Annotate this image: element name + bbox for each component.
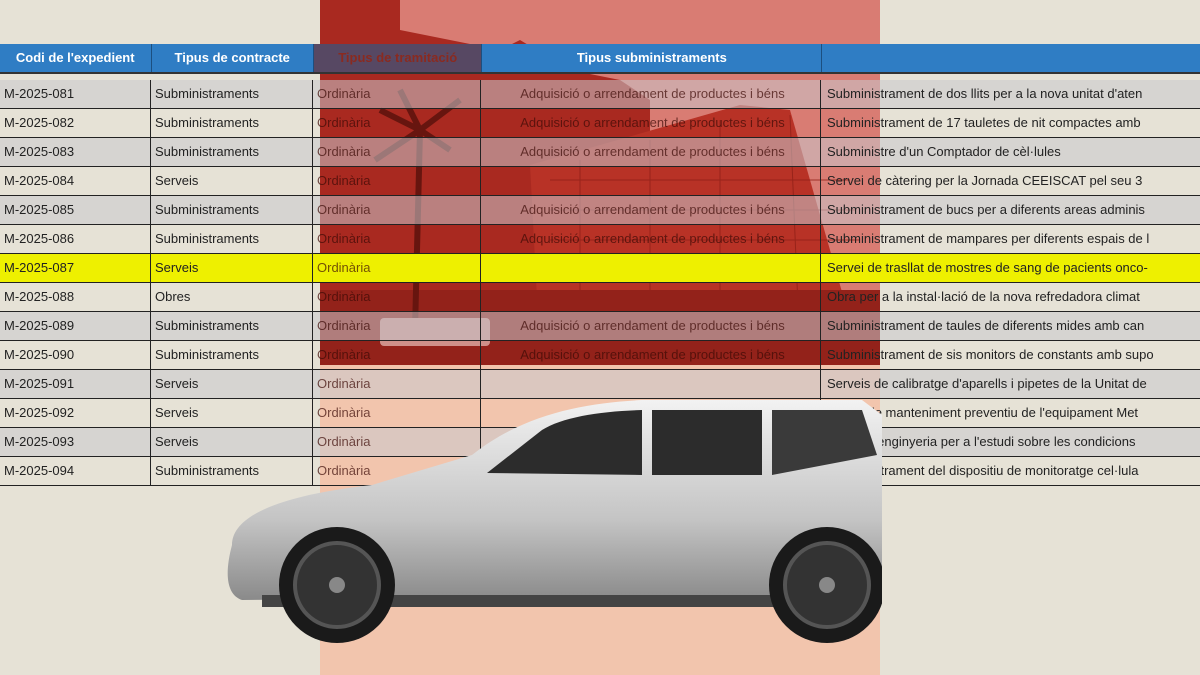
car-image — [227, 400, 882, 643]
table-cell: Subministrament del dispositiu de monito… — [827, 463, 1139, 478]
table-row: M-2025-081 Subministraments Ordinària Adqui… — [0, 80, 1200, 109]
table-cell: Subministraments — [151, 196, 313, 224]
table-cell: Adquisició o arrendament de productes i … — [481, 312, 821, 340]
table-cell: Ordinària — [313, 196, 481, 224]
table-cell: Serveis — [151, 167, 313, 195]
table-row: M-2025-083 Subministraments Ordinària Adqui… — [0, 138, 1200, 167]
table-cell: Ordinària — [313, 428, 481, 456]
table-cell: M-2025-094 — [0, 457, 151, 485]
table-cell: Obra per a la instal·lació de la nova re… — [827, 289, 1140, 304]
table-cell: Subministrament de 17 tauletes de nit co… — [827, 115, 1141, 130]
table-cell: Servei de trasllat de mostres de sang de… — [827, 260, 1148, 275]
table-cell: M-2025-085 — [0, 196, 151, 224]
table-row: M-2025-085 Subministraments Ordinària Adqui… — [0, 196, 1200, 225]
table-cell: Adquisició o arrendament de productes i … — [481, 138, 821, 166]
table-cell: Serveis — [151, 428, 313, 456]
table-cell: Adquisició o arrendament de productes i … — [481, 109, 821, 137]
table-cell: Subministre d'un Comptador de cèl·lules — [827, 144, 1061, 159]
table-cell: M-2025-086 — [0, 225, 151, 253]
table-cell: M-2025-088 — [0, 283, 151, 311]
header-tipus-contracte: Tipus de contracte — [152, 44, 314, 72]
table-cell: M-2025-081 — [0, 80, 151, 108]
table-cell: M-2025-083 — [0, 138, 151, 166]
table-cell: Ordinària — [313, 312, 481, 340]
table-cell: M-2025-091 — [0, 370, 151, 398]
table-cell: Subministrament de taules de diferents m… — [827, 318, 1145, 333]
table-cell — [481, 283, 821, 311]
header-tipus-subministraments: Tipus subministraments — [482, 44, 823, 72]
table-cell: Ordinària — [313, 283, 481, 311]
table-cell: Ordinària — [313, 370, 481, 398]
table-cell: M-2025-084 — [0, 167, 151, 195]
table-cell: Ordinària — [313, 254, 481, 282]
table-cell: Ordinària — [313, 80, 481, 108]
table-cell: Ordinària — [313, 341, 481, 369]
table-cell: M-2025-087 — [0, 254, 151, 282]
table-cell: Subministrament de bucs per a diferents … — [827, 202, 1145, 217]
table-row: M-2025-087 Serveis Ordinària Servei de tras… — [0, 254, 1200, 283]
table-cell: Serveis — [151, 370, 313, 398]
table-cell: M-2025-090 — [0, 341, 151, 369]
table-row: M-2025-084 Serveis Ordinària Servei de càte… — [0, 167, 1200, 196]
table-header: Codi de l'expedient Tipus de contracte T… — [0, 44, 1200, 74]
rear-wheel — [769, 527, 882, 643]
table-cell: Adquisició o arrendament de productes i … — [481, 80, 821, 108]
table-cell: Subministraments — [151, 138, 313, 166]
table-cell: Ordinària — [313, 167, 481, 195]
table-row: M-2025-086 Subministraments Ordinària Adqui… — [0, 225, 1200, 254]
table-cell: Subministraments — [151, 109, 313, 137]
table-cell: Ordinària — [313, 109, 481, 137]
table-cell: Servei de manteniment preventiu de l'equ… — [827, 405, 1139, 420]
table-row: M-2025-082 Subministraments Ordinària Adqui… — [0, 109, 1200, 138]
table-cell: M-2025-092 — [0, 399, 151, 427]
table-cell: Adquisició o arrendament de productes i … — [481, 225, 821, 253]
front-wheel — [279, 527, 395, 643]
table-cell: M-2025-093 — [0, 428, 151, 456]
table-cell: M-2025-082 — [0, 109, 151, 137]
table-cell: M-2025-089 — [0, 312, 151, 340]
table-cell: Servei d'enginyeria per a l'estudi sobre… — [827, 434, 1136, 449]
contracts-table: Codi de l'expedient Tipus de contracte T… — [0, 44, 1200, 486]
table-cell: Subministrament de sis monitors de const… — [827, 347, 1154, 362]
table-cell: Adquisició o arrendament de productes i … — [481, 341, 821, 369]
table-cell: Ordinària — [313, 138, 481, 166]
table-cell: Subministraments — [151, 312, 313, 340]
table-cell — [481, 167, 821, 195]
table-cell: Subministraments — [151, 225, 313, 253]
table-cell: Ordinària — [313, 225, 481, 253]
table-row: M-2025-090 Subministraments Ordinària Adqui… — [0, 341, 1200, 370]
table-cell: Subministraments — [151, 341, 313, 369]
header-codi: Codi de l'expedient — [0, 44, 152, 72]
table-cell: Subministrament de dos llits per a la no… — [827, 86, 1143, 101]
table-cell: Subministrament de mampares per diferent… — [827, 231, 1150, 246]
table-cell: Serveis — [151, 254, 313, 282]
table-cell: Obres — [151, 283, 313, 311]
table-row: M-2025-088 Obres Ordinària Obra per a la in… — [0, 283, 1200, 312]
table-cell: Subministraments — [151, 80, 313, 108]
table-row: M-2025-091 Serveis Ordinària Serveis de cal… — [0, 370, 1200, 399]
table-cell: Servei de càtering per la Jornada CEEISC… — [827, 173, 1143, 188]
table-cell: Serveis de calibratge d'aparells i pipet… — [827, 376, 1147, 391]
table-cell: Adquisició o arrendament de productes i … — [481, 196, 821, 224]
header-tipus-tramitacio: Tipus de tramitació — [313, 44, 483, 72]
table-cell — [481, 254, 821, 282]
header-objecte — [822, 44, 1200, 72]
table-cell: Ordinària — [313, 399, 481, 427]
table-cell — [481, 370, 821, 398]
table-row: M-2025-089 Subministraments Ordinària Adqui… — [0, 312, 1200, 341]
table-cell: Subministraments — [151, 457, 313, 485]
table-cell: Serveis — [151, 399, 313, 427]
